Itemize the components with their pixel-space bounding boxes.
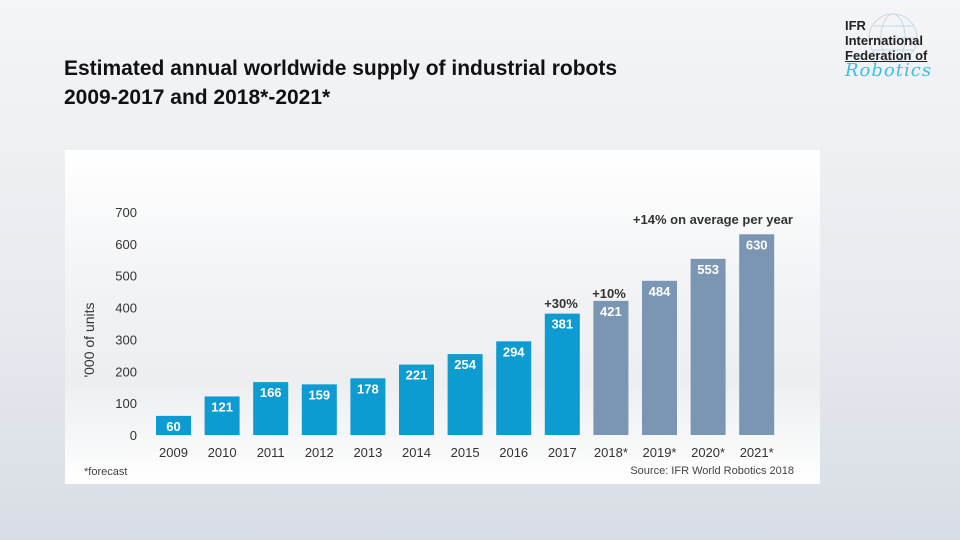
data-label: 553 — [697, 262, 719, 277]
annotation-average: +14% on average per year — [633, 212, 793, 227]
bar-2013 — [350, 378, 386, 435]
logo-robotics: Robotics — [845, 60, 933, 81]
bar-2014 — [399, 364, 434, 435]
title-line-2: 2009-2017 and 2018*-2021* — [64, 86, 331, 109]
bar-2020 — [690, 258, 726, 435]
logo-ifr: IFR — [845, 18, 866, 33]
data-label: 381 — [551, 317, 573, 332]
x-tick-label: 2020* — [691, 445, 725, 460]
annotation-2018: +10% — [592, 286, 626, 301]
x-tick-label: 2012 — [305, 445, 334, 460]
data-label: 166 — [260, 385, 282, 400]
y-tick-label: 0 — [130, 428, 137, 443]
y-tick-label: 400 — [115, 301, 137, 316]
y-tick-label: 300 — [115, 332, 137, 347]
data-label: 159 — [308, 387, 330, 402]
data-label: 484 — [649, 284, 671, 299]
data-label: 294 — [503, 344, 525, 359]
x-tick-label: 2013 — [353, 445, 382, 460]
data-label: 121 — [211, 399, 233, 414]
x-tick-label: 2016 — [499, 445, 528, 460]
x-tick-label: 2021* — [740, 445, 774, 460]
x-tick-label: 2011 — [257, 445, 285, 460]
data-label: 254 — [454, 357, 476, 372]
logo-international: International — [845, 33, 924, 48]
bar-2018 — [593, 300, 629, 435]
bar-2011 — [253, 382, 289, 435]
data-label: 178 — [357, 381, 379, 396]
y-tick-label: 700 — [115, 205, 137, 220]
bar-2021 — [739, 234, 775, 435]
x-tick-label: 2014 — [402, 445, 431, 460]
y-tick-label: 200 — [115, 364, 137, 379]
x-tick-label: 2009 — [159, 445, 188, 460]
data-label: 630 — [746, 237, 768, 252]
annotation-2017: +30% — [544, 296, 578, 311]
bar-2015 — [447, 354, 483, 435]
bar-2019 — [642, 280, 677, 435]
data-label: 421 — [600, 304, 622, 319]
x-tick-label: 2018* — [594, 445, 628, 460]
bar-2009 — [156, 415, 191, 435]
y-tick-label: 500 — [115, 269, 137, 284]
bar-2016 — [496, 341, 532, 435]
ifr-logo: IFR International Federation of Robotics — [845, 13, 933, 81]
x-tick-label: 2010 — [208, 445, 237, 460]
page-title: Estimated annual worldwide supply of ind… — [64, 54, 617, 112]
x-tick-label: 2017 — [548, 445, 577, 460]
bar-2017 — [544, 313, 580, 435]
x-tick-label: 2019* — [643, 445, 677, 460]
data-label: 221 — [406, 368, 428, 383]
globe-icon — [868, 13, 918, 63]
y-axis-label: '000 of units — [81, 302, 97, 377]
y-tick-label: 100 — [115, 396, 137, 411]
source-note: Source: IFR World Robotics 2018 — [630, 465, 794, 477]
x-tick-label: 2015 — [451, 445, 480, 460]
y-tick-label: 600 — [115, 237, 137, 252]
bar-2012 — [301, 384, 337, 435]
data-label: 60 — [166, 419, 180, 434]
logo-federation: Federation of — [845, 48, 928, 63]
footnote: *forecast — [84, 466, 127, 478]
bar-2010 — [204, 396, 240, 435]
title-line-1: Estimated annual worldwide supply of ind… — [64, 57, 618, 80]
